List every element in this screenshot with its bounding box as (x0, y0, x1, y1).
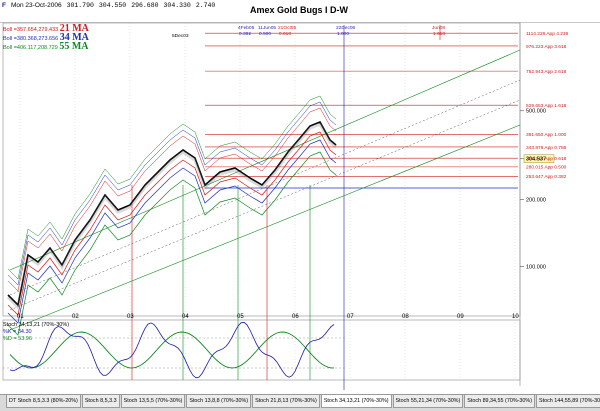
stoch-k-line (9, 321, 335, 379)
tab-stoch-144-55-89[interactable]: Stoch 144,55,89 (70%-30%) (536, 395, 600, 408)
tab-stoch-34-13-21[interactable]: Stoch 34,13,21 (70%-30%) (320, 395, 392, 408)
stoch-pane (2, 319, 521, 381)
legend-ma21: Boll =357.654,279.433 21 MA (3, 24, 89, 35)
x-tick-label: 03 (127, 314, 134, 320)
open-value: 301.790 (66, 2, 94, 9)
legend-ma21-text: Boll =357.654,279.433 (3, 27, 59, 33)
change-value: 2.740 (195, 2, 216, 9)
x-tick-label: 04 (182, 314, 189, 320)
fib-level-label: 306.243 App 0.618 (526, 156, 567, 162)
legend-ma34-text: Boll =380.368,273.656 (3, 36, 59, 42)
price-pane (2, 22, 521, 317)
fib-time-date-label: 4Feb05 (238, 25, 255, 31)
x-tick-label: 08 (402, 314, 409, 320)
fib-level-label: 529.653 App 1.618 (526, 103, 567, 109)
price-tick-label: 200.000 (526, 197, 546, 203)
stoch-k: %K = 34.30 (3, 329, 32, 335)
ma21-upper-band (7, 107, 337, 292)
price-series-line (7, 120, 337, 307)
fib-time-date-label: 22Dec06 (336, 25, 356, 31)
close-value: 304.330 (163, 2, 191, 9)
chart-title: Amex Gold Bugs I D-W (250, 5, 349, 15)
stoch-title: Stoch 34,13,21 (70%-30%) (3, 322, 70, 328)
ma21-line (7, 131, 337, 316)
fib-level-label: 280.015 App 0.500 (526, 165, 567, 171)
current-price-box (523, 154, 555, 163)
fib-time-date-label: 21Oct05 (278, 25, 296, 31)
fib-time-date-label: 5Dec03 (172, 33, 189, 39)
trend-channel-line (9, 49, 521, 271)
legend-ma34: Boll =380.368,273.656 34 MA (3, 33, 89, 44)
low-value: 296.680 (131, 2, 159, 9)
x-tick-label: 01 (17, 314, 24, 320)
fib-level-label: 391.650 App 1.000 (526, 132, 567, 138)
fib-time-ratio-label: 0.500 (259, 31, 271, 37)
fib-level-label: 752.943 App 2.618 (526, 69, 567, 75)
legend-ma55-text: Boll =406.117,208.729 (3, 45, 58, 51)
fib-level-label: 1114.226 App 4.236 (526, 31, 569, 37)
stoch-legend: Stoch 34,13,21 (70%-30%) %K = 34.30 %D =… (3, 322, 69, 343)
tab-stoch-13-5-5[interactable]: Stoch 13,5,5 (70%-30%) (120, 395, 186, 408)
price-tick-label: 500.000 (526, 109, 546, 115)
legend-ma21-label: 21 MA (59, 23, 89, 34)
legend-ma34-label: 34 MA (59, 32, 89, 43)
current-price-label: 304.537 (526, 157, 546, 163)
tab-stoch-55-21-34[interactable]: Stoch 55,21,34 (70%-30%) (392, 395, 464, 408)
fib-level-label: 253.647 App 0.382 (526, 174, 567, 180)
ma34-line (7, 139, 337, 324)
legend-ma55: Boll =406.117,208.729 55 MA (3, 42, 89, 53)
fib-level-label: 976.223 App 3.618 (526, 44, 567, 50)
fib-time-ratio-label: 1.618 (433, 31, 445, 37)
indicator-tabs: DT Stoch 8,5,3.3 (80%-20%) Stoch 8,5,3.3… (0, 394, 600, 411)
ohlc-info: F Mon 23-Oct-2006 301.790 304.550 296.68… (2, 2, 215, 9)
fib-time-ratio-label: 0.618 (279, 31, 291, 37)
price-chart[interactable]: 01 02 03 04 05 06 07 08 09 10 1114.226 App 4.236 97… (0, 0, 600, 394)
trend-channel-line (9, 79, 521, 296)
fib-time-date-label: 11Jun05 (258, 25, 276, 31)
high-value: 304.550 (98, 2, 127, 9)
ma55-line (7, 151, 337, 336)
tab-stoch-89-34-55[interactable]: Stoch 89,34,55 (70%-30%) (464, 395, 536, 408)
trend-channel-line (9, 124, 521, 331)
info-bar: F Mon 23-Oct-2006 301.790 304.550 296.68… (0, 0, 600, 23)
tab-stoch-8-5-3[interactable]: Stoch 8,5,3.3 (81, 395, 120, 408)
x-tick-label: 02 (72, 314, 79, 320)
tab-dt-stoch[interactable]: DT Stoch 8,5,3.3 (80%-20%) (6, 395, 81, 408)
price-bar-range (6, 121, 338, 311)
bar-date: Mon 23-Oct-2006 (10, 2, 62, 9)
price-tick-label: 100.000 (526, 265, 546, 271)
fib-time-date-label: Jun08 (432, 25, 445, 31)
legend-ma55-label: 55 MA (59, 41, 89, 52)
x-tick-label: 10 (512, 314, 519, 320)
x-tick-label: 06 (292, 314, 299, 320)
fib-level-label: 343.876 App 0.786 (526, 145, 567, 151)
x-tick-label: 05 (237, 314, 244, 320)
stoch-d-line (9, 331, 334, 369)
ma55-upper-band (7, 95, 337, 280)
fib-time-ratio-label: 0.382 (239, 31, 251, 37)
stoch-d: %D = 53.96 (3, 336, 32, 342)
x-tick-label: 07 (347, 314, 354, 320)
x-tick-label: 09 (457, 314, 464, 320)
tab-stoch-13-8-8[interactable]: Stoch 13,8,8 (70%-30%) (186, 395, 252, 408)
ma34-upper-band (7, 101, 337, 286)
symbol-label[interactable]: F (2, 2, 6, 9)
fib-time-ratio-label: 1.000 (337, 31, 349, 37)
tab-stoch-21-8-13[interactable]: Stoch 21,8,13 (70%-30%) (252, 395, 320, 408)
